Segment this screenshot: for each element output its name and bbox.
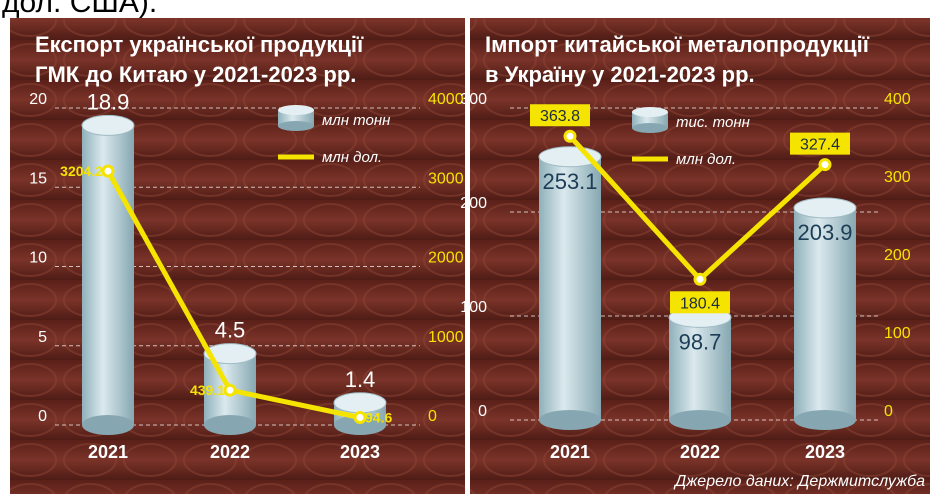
legend-label: млн тонн <box>322 112 390 129</box>
line-value-label: 180.4 <box>680 295 720 312</box>
bar-body <box>794 207 856 420</box>
bar-bottom <box>669 410 731 430</box>
line-value-label: 3204.2 <box>60 163 103 179</box>
y-tick-label: 100 <box>460 299 487 316</box>
bar-bottom <box>794 410 856 430</box>
legend-label: тис. тонн <box>676 114 750 131</box>
bar-value-label: 98.7 <box>679 329 722 354</box>
line-point <box>223 383 237 397</box>
bar-body <box>669 317 731 420</box>
y-tick-label: 15 <box>29 170 47 187</box>
bar-value-label: 203.9 <box>797 220 852 245</box>
x-tick-label: 2022 <box>210 442 250 462</box>
legend-swatch <box>632 123 668 133</box>
x-tick-label: 2021 <box>88 442 128 462</box>
line-value-label: 327.4 <box>800 137 840 154</box>
y-tick-label: 0 <box>478 403 487 420</box>
source: Джерело даних: Держмитслужба <box>673 473 925 490</box>
y2-tick-label: 2000 <box>428 250 464 267</box>
bar-value-label: 18.9 <box>87 89 130 114</box>
value-label-box <box>670 291 730 314</box>
legend-swatch <box>278 105 314 115</box>
bar-bottom <box>204 415 256 435</box>
bar-bottom <box>82 415 134 435</box>
y2-tick-label: 400 <box>884 91 911 108</box>
line-value-label: 363.8 <box>540 108 580 125</box>
bar-top <box>793 197 857 219</box>
line-value-label: 94.6 <box>365 410 392 426</box>
chart-title: Експорт української продукції <box>35 32 364 57</box>
bar-bottom <box>334 415 386 435</box>
legend-label: млн дол. <box>322 149 382 166</box>
y2-tick-label: 300 <box>884 169 911 186</box>
legend-swatch <box>278 121 314 131</box>
bar-bottom <box>539 410 601 430</box>
chart-title: Імпорт китайської металопродукції <box>485 32 870 57</box>
bar-top <box>81 114 135 136</box>
x-tick-label: 2021 <box>550 442 590 462</box>
value-label-box <box>530 104 590 127</box>
y2-tick-label: 0 <box>428 408 437 425</box>
x-tick-label: 2022 <box>680 442 720 462</box>
line-point <box>818 158 832 172</box>
legend-swatch <box>632 107 668 117</box>
y-tick-label: 0 <box>38 408 47 425</box>
line-point <box>353 411 367 425</box>
y-tick-label: 200 <box>460 195 487 212</box>
line-point <box>693 272 707 286</box>
chart-title: в Україну у 2021-2023 рр. <box>485 62 755 87</box>
bar-value-label: 253.1 <box>542 169 597 194</box>
y-tick-label: 5 <box>38 329 47 346</box>
caption: дол. США). <box>2 0 157 19</box>
y2-tick-label: 200 <box>884 247 911 264</box>
x-tick-label: 2023 <box>805 442 845 462</box>
chart-title: ГМК до Китаю у 2021-2023 рр. <box>35 62 356 87</box>
bar-value-label: 1.4 <box>345 367 376 392</box>
y2-tick-label: 100 <box>884 325 911 342</box>
y-tick-label: 20 <box>29 91 47 108</box>
x-tick-label: 2023 <box>340 442 380 462</box>
line-value-label: 439.1 <box>190 382 225 398</box>
y2-tick-label: 3000 <box>428 170 464 187</box>
y2-tick-label: 4000 <box>428 91 464 108</box>
line-point <box>101 164 115 178</box>
bar-top <box>203 343 257 365</box>
line-point <box>563 129 577 143</box>
value-label-box <box>790 132 850 155</box>
y-tick-label: 300 <box>460 91 487 108</box>
legend-label: млн дол. <box>676 151 736 168</box>
y2-tick-label: 1000 <box>428 329 464 346</box>
bar-value-label: 4.5 <box>215 318 246 343</box>
y-tick-label: 10 <box>29 250 47 267</box>
y2-tick-label: 0 <box>884 403 893 420</box>
bar-body <box>539 156 601 420</box>
